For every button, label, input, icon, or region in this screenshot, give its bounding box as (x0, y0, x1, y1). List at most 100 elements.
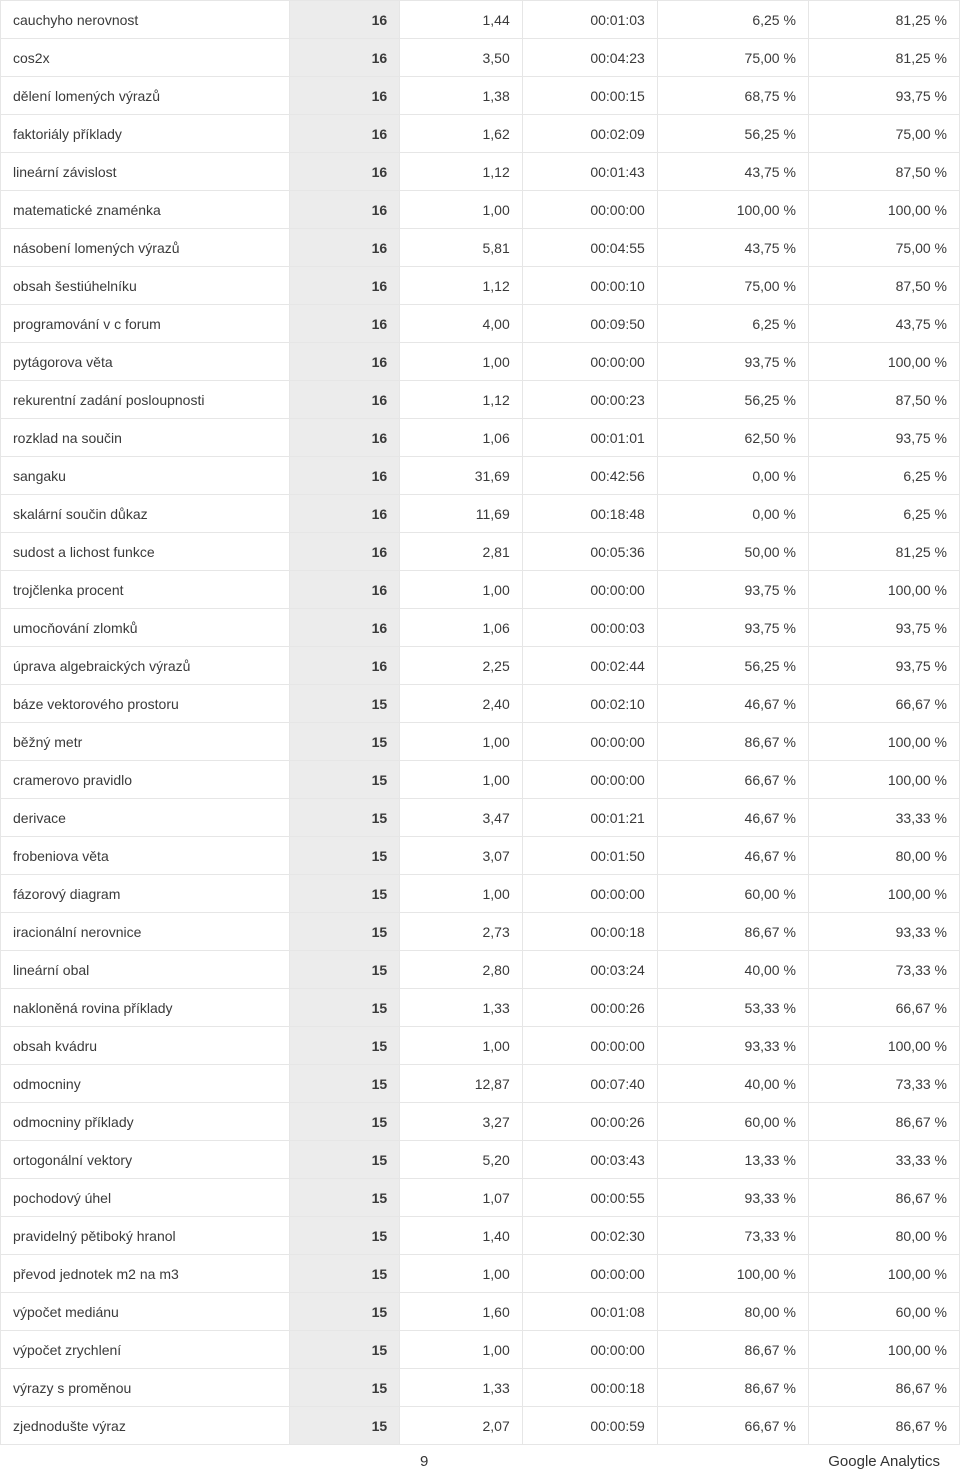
cell-pct-new: 66,67 % (658, 1407, 809, 1445)
cell-pages: 1,00 (400, 761, 523, 799)
cell-pages: 1,07 (400, 1179, 523, 1217)
cell-term: odmocniny (0, 1065, 290, 1103)
cell-term: programování v c forum (0, 305, 290, 343)
table-row: obsah šestiúhelníku161,1200:00:1075,00 %… (0, 267, 960, 305)
table-row: sangaku1631,6900:42:560,00 %6,25 % (0, 457, 960, 495)
cell-term: rekurentní zadání posloupnosti (0, 381, 290, 419)
cell-pct-new: 93,75 % (658, 343, 809, 381)
cell-pct-new: 68,75 % (658, 77, 809, 115)
table-row: nakloněná rovina příklady151,3300:00:265… (0, 989, 960, 1027)
cell-pages: 1,44 (400, 0, 523, 39)
table-row: fázorový diagram151,0000:00:0060,00 %100… (0, 875, 960, 913)
cell-pct-new: 40,00 % (658, 1065, 809, 1103)
cell-time: 00:42:56 (523, 457, 658, 495)
cell-pages: 4,00 (400, 305, 523, 343)
table-row: zjednodušte výraz152,0700:00:5966,67 %86… (0, 1407, 960, 1445)
cell-count: 16 (290, 0, 400, 39)
table-row: převod jednotek m2 na m3151,0000:00:0010… (0, 1255, 960, 1293)
cell-pct-new: 86,67 % (658, 913, 809, 951)
cell-count: 15 (290, 799, 400, 837)
cell-pct-bounce: 6,25 % (809, 495, 960, 533)
cell-term: iracionální nerovnice (0, 913, 290, 951)
cell-pages: 1,06 (400, 419, 523, 457)
cell-time: 00:00:18 (523, 913, 658, 951)
cell-time: 00:00:00 (523, 343, 658, 381)
cell-count: 16 (290, 647, 400, 685)
cell-time: 00:00:26 (523, 989, 658, 1027)
table-row: lineární obal152,8000:03:2440,00 %73,33 … (0, 951, 960, 989)
cell-pct-new: 86,67 % (658, 723, 809, 761)
cell-pages: 1,12 (400, 153, 523, 191)
cell-time: 00:00:18 (523, 1369, 658, 1407)
cell-pct-bounce: 100,00 % (809, 191, 960, 229)
cell-pages: 2,40 (400, 685, 523, 723)
cell-term: obsah kvádru (0, 1027, 290, 1065)
cell-pct-bounce: 43,75 % (809, 305, 960, 343)
cell-count: 15 (290, 1027, 400, 1065)
cell-pct-bounce: 80,00 % (809, 1217, 960, 1255)
cell-term: sangaku (0, 457, 290, 495)
cell-pct-new: 43,75 % (658, 153, 809, 191)
cell-pct-new: 93,33 % (658, 1027, 809, 1065)
cell-time: 00:04:55 (523, 229, 658, 267)
cell-term: úprava algebraických výrazů (0, 647, 290, 685)
cell-pages: 3,27 (400, 1103, 523, 1141)
cell-pages: 1,62 (400, 115, 523, 153)
cell-term: pochodový úhel (0, 1179, 290, 1217)
cell-term: lineární závislost (0, 153, 290, 191)
cell-count: 15 (290, 1293, 400, 1331)
cell-term: trojčlenka procent (0, 571, 290, 609)
cell-pct-new: 86,67 % (658, 1331, 809, 1369)
cell-term: frobeniova věta (0, 837, 290, 875)
cell-time: 00:00:00 (523, 571, 658, 609)
cell-pct-bounce: 81,25 % (809, 39, 960, 77)
table-row: výpočet mediánu151,6000:01:0880,00 %60,0… (0, 1293, 960, 1331)
table-row: výrazy s proměnou151,3300:00:1886,67 %86… (0, 1369, 960, 1407)
cell-pages: 5,81 (400, 229, 523, 267)
footer-brand: Google Analytics (828, 1453, 940, 1470)
cell-count: 16 (290, 305, 400, 343)
cell-pages: 1,00 (400, 1027, 523, 1065)
cell-term: výpočet mediánu (0, 1293, 290, 1331)
cell-pct-bounce: 73,33 % (809, 951, 960, 989)
cell-count: 15 (290, 951, 400, 989)
cell-count: 16 (290, 343, 400, 381)
cell-count: 16 (290, 77, 400, 115)
cell-time: 00:00:03 (523, 609, 658, 647)
cell-count: 16 (290, 533, 400, 571)
table-row: cramerovo pravidlo151,0000:00:0066,67 %1… (0, 761, 960, 799)
cell-pct-new: 75,00 % (658, 39, 809, 77)
cell-count: 16 (290, 381, 400, 419)
table-row: lineární závislost161,1200:01:4343,75 %8… (0, 153, 960, 191)
cell-pages: 2,80 (400, 951, 523, 989)
cell-pct-bounce: 93,75 % (809, 77, 960, 115)
cell-pct-new: 6,25 % (658, 305, 809, 343)
cell-pages: 2,07 (400, 1407, 523, 1445)
cell-pct-new: 0,00 % (658, 495, 809, 533)
cell-time: 00:01:50 (523, 837, 658, 875)
cell-time: 00:00:00 (523, 723, 658, 761)
cell-pct-new: 46,67 % (658, 837, 809, 875)
cell-pct-bounce: 100,00 % (809, 1027, 960, 1065)
cell-term: skalární součin důkaz (0, 495, 290, 533)
cell-time: 00:00:15 (523, 77, 658, 115)
cell-pages: 1,00 (400, 1255, 523, 1293)
cell-count: 16 (290, 495, 400, 533)
cell-pct-new: 0,00 % (658, 457, 809, 495)
cell-pages: 1,33 (400, 989, 523, 1027)
cell-term: násobení lomených výrazů (0, 229, 290, 267)
cell-pages: 31,69 (400, 457, 523, 495)
table-row: báze vektorového prostoru152,4000:02:104… (0, 685, 960, 723)
cell-count: 15 (290, 1369, 400, 1407)
cell-time: 00:01:03 (523, 0, 658, 39)
table-row: faktoriály příklady161,6200:02:0956,25 %… (0, 115, 960, 153)
cell-count: 16 (290, 191, 400, 229)
cell-pct-bounce: 73,33 % (809, 1065, 960, 1103)
cell-time: 00:09:50 (523, 305, 658, 343)
cell-time: 00:05:36 (523, 533, 658, 571)
cell-time: 00:02:30 (523, 1217, 658, 1255)
cell-pages: 1,40 (400, 1217, 523, 1255)
cell-time: 00:00:00 (523, 761, 658, 799)
cell-time: 00:01:01 (523, 419, 658, 457)
cell-time: 00:00:00 (523, 1331, 658, 1369)
